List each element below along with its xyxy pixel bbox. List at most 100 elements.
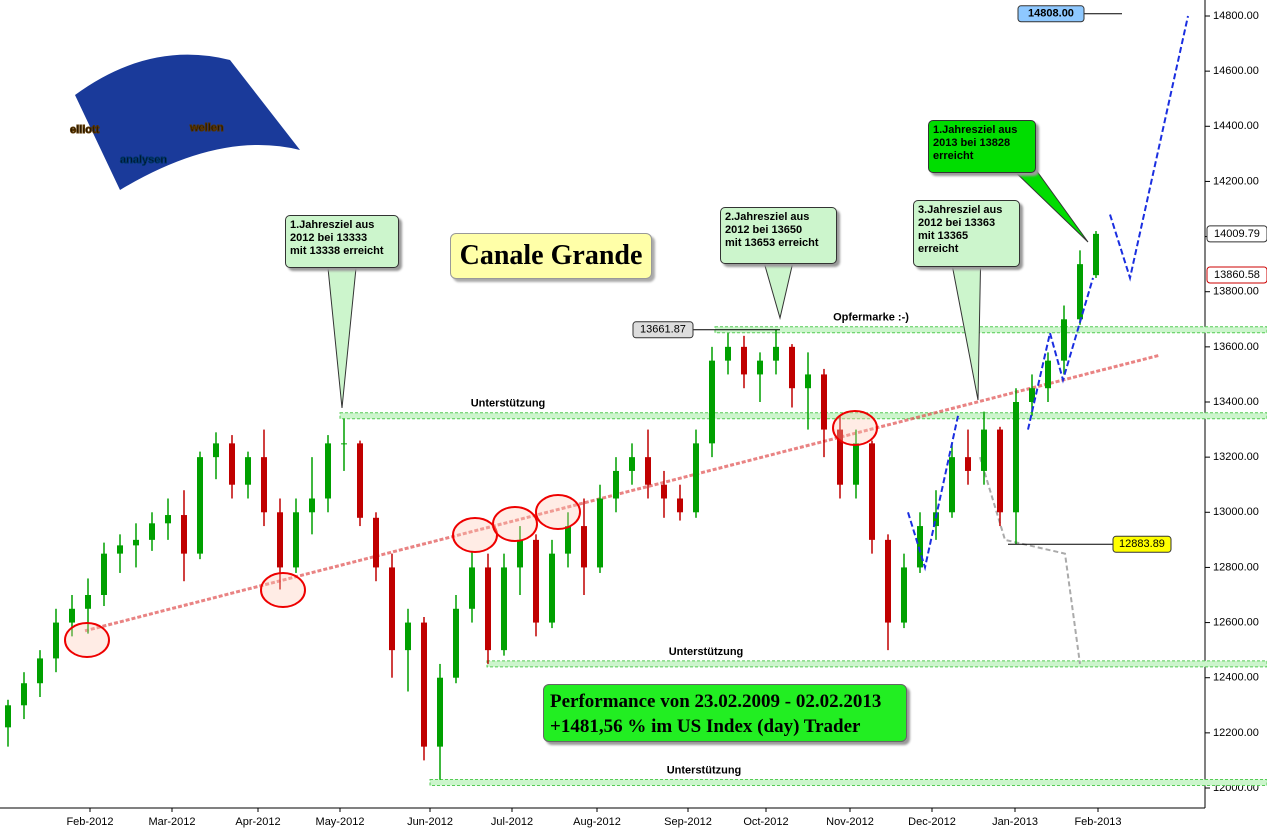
candle-body (133, 539, 139, 546)
x-tick-label: Jun-2012 (407, 816, 453, 828)
y-tick-label: 12200.00 (1213, 727, 1259, 739)
y-tick-label: 12800.00 (1213, 561, 1259, 573)
marker-circle (535, 494, 581, 530)
callout-line: erreicht (918, 243, 959, 255)
candle-body (645, 457, 651, 485)
y-tick-label: 14800.00 (1213, 10, 1259, 22)
candle-body (837, 429, 843, 485)
logo-text: elliott (70, 124, 100, 136)
level-band (714, 326, 1267, 334)
candle-body (165, 515, 171, 524)
y-tick-label: 14200.00 (1213, 175, 1259, 187)
gray-path (979, 456, 1081, 665)
candle-body (741, 346, 747, 375)
price-tag-label: 13860.58 (1214, 269, 1260, 281)
level-label: Unterstützung (471, 398, 546, 410)
y-tick-label: 14600.00 (1213, 65, 1259, 77)
candle-body (69, 608, 75, 623)
candle-body (53, 622, 59, 659)
projection (1027, 277, 1094, 430)
candle-body (725, 346, 731, 361)
candle-body (821, 374, 827, 430)
candle-body (965, 457, 971, 471)
marker-circle (64, 622, 110, 658)
marker-circle (492, 506, 538, 542)
candle-body (325, 443, 331, 499)
callout: 3.Jahresziel aus 2012 bei 13363 mit 13365 e… (913, 200, 1020, 267)
candle-body (917, 526, 923, 568)
candle-body (5, 705, 11, 728)
candle-body (37, 658, 43, 684)
candle-body (21, 683, 27, 706)
candle-body (101, 553, 107, 595)
candle-body (277, 512, 283, 568)
logo-flag (75, 54, 300, 191)
x-tick-label: Mar-2012 (148, 816, 195, 828)
callout-tail (951, 266, 982, 401)
candle-body (453, 608, 459, 678)
callout-line: 1.Jahresziel aus (290, 219, 375, 231)
candle-body (597, 498, 603, 568)
callout-line: mit 13653 erreicht (725, 237, 819, 249)
candle-body (117, 545, 123, 554)
y-tick-label: 14400.00 (1213, 120, 1259, 132)
candle-body (661, 484, 667, 499)
y-tick-label: 13000.00 (1213, 506, 1259, 518)
x-tick-label: Feb-2013 (1074, 816, 1121, 828)
candle-body (149, 523, 155, 540)
marker-circle (832, 410, 878, 446)
candle-body (517, 539, 523, 568)
candle-body (373, 517, 379, 568)
candle-body (709, 360, 715, 444)
candle-body (389, 567, 395, 651)
candle-body (949, 457, 955, 513)
candle-body (885, 539, 891, 623)
logo-text: analysen (120, 154, 167, 166)
candle-body (869, 443, 875, 540)
callout-line: mit 13365 (918, 230, 969, 242)
marker-circle (260, 572, 306, 608)
callout: 1.Jahresziel aus 2013 bei 13828 erreicht (928, 120, 1036, 173)
x-tick-label: Dec-2012 (908, 816, 956, 828)
candle-body (309, 498, 315, 513)
candle-body (1077, 264, 1083, 320)
candle-body (1093, 233, 1099, 276)
candle-body (245, 457, 251, 485)
callout-line: 2013 bei 13828 (933, 137, 1011, 149)
candle-body (469, 567, 475, 609)
candle-body (357, 443, 363, 518)
level-band (486, 660, 1267, 668)
candle-body (421, 622, 427, 747)
candle-body (501, 567, 507, 651)
y-tick-label: 12600.00 (1213, 616, 1259, 628)
callout-line: mit 13338 erreicht (290, 245, 384, 257)
chart-title: Canale Grande (450, 233, 652, 279)
channel (84, 353, 1161, 633)
y-tick-label: 13200.00 (1213, 451, 1259, 463)
y-tick-label: 13600.00 (1213, 341, 1259, 353)
candle-body (485, 567, 491, 651)
candle-body (405, 622, 411, 651)
candle-body (773, 346, 779, 361)
price-tag (632, 321, 694, 339)
candle-body (901, 567, 907, 623)
candle-body (533, 539, 539, 623)
candle-body (1013, 402, 1019, 513)
candle-body (757, 360, 763, 375)
y-tick-label: 13400.00 (1213, 396, 1259, 408)
callout-line: erreicht (933, 150, 974, 162)
price-tag (1206, 225, 1267, 243)
candle-body (933, 512, 939, 527)
x-tick-label: Jul-2012 (491, 816, 533, 828)
candle-body (549, 553, 555, 623)
projection (1109, 15, 1189, 282)
candle-body (1045, 360, 1051, 389)
logo: elliott wellen analysen (70, 54, 300, 191)
candle-body (213, 443, 219, 458)
candle-body (677, 498, 683, 513)
level-band (429, 778, 1267, 786)
candle-body (85, 595, 91, 609)
level-label: Unterstützung (667, 764, 742, 776)
